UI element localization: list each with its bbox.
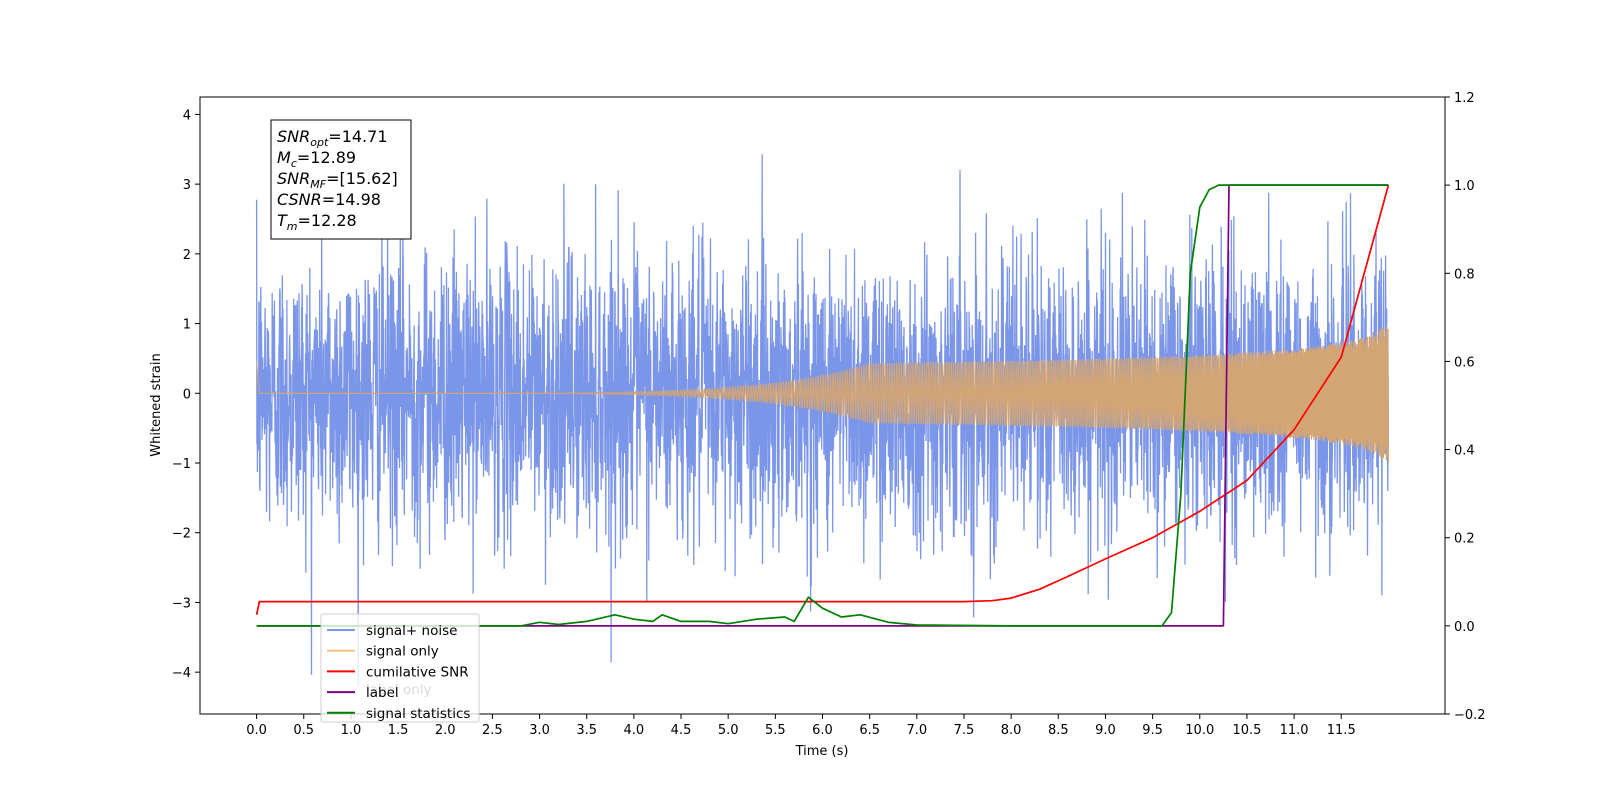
y-tick-label: −1 <box>172 457 191 472</box>
y2-tick-label: 0.8 <box>1454 267 1475 282</box>
x-tick-label: 4.0 <box>624 723 645 738</box>
x-tick-label: 10.5 <box>1232 723 1261 738</box>
y2-tick-label: 0.0 <box>1454 620 1475 635</box>
annotation-line: Tm=12.28 <box>277 211 357 233</box>
x-tick-label: 6.0 <box>812 723 833 738</box>
annotation-line: Mc=12.89 <box>277 148 356 170</box>
x-tick-label: 8.5 <box>1048 723 1069 738</box>
y2-tick-label: 1.2 <box>1454 91 1475 106</box>
annotation-line: CSNR=14.98 <box>277 190 381 209</box>
y2-tick-label: 1.0 <box>1454 179 1475 194</box>
x-tick-label: 4.5 <box>671 723 692 738</box>
x-tick-label: 7.0 <box>906 723 927 738</box>
x-tick-label: 6.5 <box>859 723 880 738</box>
y-tick-label: 2 <box>183 248 191 263</box>
y2-tick-label: −0.2 <box>1454 708 1486 723</box>
x-tick-label: 11.5 <box>1327 723 1356 738</box>
y-tick-label: −2 <box>172 527 191 542</box>
legend: label only signal+ noise signal only cumila… <box>320 613 480 723</box>
annotation-line: SNRMF=[15.62] <box>277 169 398 191</box>
annotation-box: SNRopt=14.71Mc=12.89SNRMF=[15.62]CSNR=14… <box>270 119 412 240</box>
legend-label: signal only <box>366 644 439 660</box>
y-tick-label: −4 <box>172 666 191 681</box>
x-tick-label: 9.5 <box>1142 723 1163 738</box>
x-tick-label: 5.0 <box>718 723 739 738</box>
y-tick-label: 4 <box>183 108 191 123</box>
legend-occluded-text: label only <box>366 682 432 698</box>
y-tick-label: −3 <box>172 596 191 611</box>
y2-tick-label: 0.2 <box>1454 532 1475 547</box>
x-tick-label: 0.5 <box>293 723 314 738</box>
y-tick-label: 3 <box>183 178 191 193</box>
x-tick-label: 5.5 <box>765 723 786 738</box>
y-tick-label: 0 <box>183 387 191 402</box>
y-tick-label: 1 <box>183 318 191 333</box>
x-tick-label: 9.0 <box>1095 723 1116 738</box>
x-axis-label: Time (s) <box>795 744 849 759</box>
annotation-line: SNRopt=14.71 <box>277 127 388 149</box>
x-tick-label: 2.5 <box>482 723 503 738</box>
series-signal-only <box>256 325 1389 464</box>
x-tick-label: 2.0 <box>435 723 456 738</box>
legend-label: cumilative SNR <box>366 664 469 680</box>
x-tick-label: 1.0 <box>341 723 362 738</box>
x-tick-label: 7.5 <box>954 723 975 738</box>
x-tick-label: 8.0 <box>1001 723 1022 738</box>
x-tick-label: 10.0 <box>1185 723 1214 738</box>
series-cumilative-snr <box>255 184 1390 615</box>
y2-tick-label: 0.4 <box>1454 444 1475 459</box>
x-tick-label: 11.0 <box>1280 723 1309 738</box>
x-tick-label: 0.0 <box>246 723 267 738</box>
y-axis-label: Whitened strain <box>149 353 164 456</box>
legend-frame <box>320 613 480 723</box>
legend-label: signal statistics <box>366 706 470 722</box>
legend-label: signal+ noise <box>366 623 457 639</box>
x-tick-label: 3.0 <box>529 723 550 738</box>
y2-tick-label: 0.6 <box>1454 355 1475 370</box>
annotation-frame <box>270 119 412 240</box>
legend-label: label <box>366 685 399 701</box>
x-tick-label: 1.5 <box>388 723 409 738</box>
x-tick-label: 3.5 <box>576 723 597 738</box>
series-signal-statistics <box>256 184 1389 627</box>
